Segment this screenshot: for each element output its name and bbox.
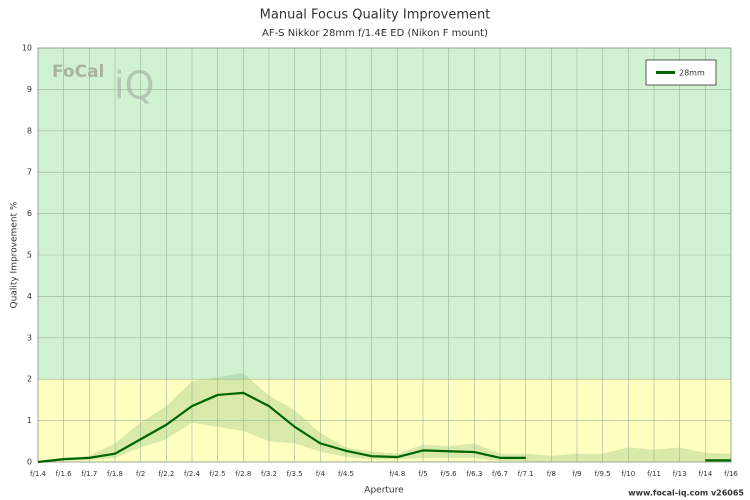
x-tick-label: f/2.5 xyxy=(210,470,226,478)
y-tick-label: 9 xyxy=(27,85,32,94)
x-tick-label: f/4.8 xyxy=(389,470,405,478)
chart-title: Manual Focus Quality Improvement xyxy=(260,8,491,23)
y-tick-label: 7 xyxy=(27,168,32,177)
x-tick-label: f/6.7 xyxy=(492,470,508,478)
y-tick-label: 6 xyxy=(27,209,32,218)
x-tick-label: f/10 xyxy=(621,470,635,478)
x-tick-label: f/5 xyxy=(418,470,427,478)
y-axis-label: Quality Improvement % xyxy=(10,201,20,308)
x-tick-label: f/5.6 xyxy=(441,470,458,478)
x-tick-label: f/3.5 xyxy=(287,470,303,478)
x-tick-label: f/9.5 xyxy=(595,470,611,478)
footer: www.focal-iq.com v26065 xyxy=(628,489,744,498)
y-tick-label: 0 xyxy=(27,458,32,467)
x-tick-label: f/2.8 xyxy=(235,470,251,478)
y-tick-label: 3 xyxy=(27,333,32,342)
x-tick-label: f/1.8 xyxy=(107,470,123,478)
x-tick-label: f/14 xyxy=(698,470,712,478)
y-tick-label: 10 xyxy=(22,44,32,53)
watermark: iQ xyxy=(114,64,154,108)
x-tick-label: f/7.1 xyxy=(518,470,534,478)
x-tick-label: f/1.6 xyxy=(56,470,73,478)
x-tick-label: f/8 xyxy=(547,470,556,478)
y-tick-label: 5 xyxy=(27,251,32,260)
watermark: FoCal xyxy=(52,62,104,82)
x-tick-label: f/4 xyxy=(316,470,326,478)
plot-border xyxy=(37,47,732,463)
confidence-band xyxy=(38,372,731,462)
legend-label: 28mm xyxy=(679,69,705,78)
x-tick-label: f/6.3 xyxy=(466,470,482,478)
x-tick-label: f/2.4 xyxy=(184,470,201,478)
x-tick-label: f/4.5 xyxy=(338,470,354,478)
x-tick-label: f/1.7 xyxy=(81,470,97,478)
x-tick-label: f/2.2 xyxy=(158,470,174,478)
x-axis-label: Aperture xyxy=(364,486,404,496)
chart-subtitle: AF-S Nikkor 28mm f/1.4E ED (Nikon F moun… xyxy=(262,28,488,39)
x-tick-label: f/1.4 xyxy=(30,470,47,478)
x-tick-label: f/3.2 xyxy=(261,470,277,478)
x-tick-label: f/13 xyxy=(673,470,687,478)
x-tick-label: f/16 xyxy=(724,470,738,478)
x-tick-label: f/2 xyxy=(136,470,145,478)
y-tick-label: 1 xyxy=(27,416,32,425)
series-line xyxy=(37,391,731,464)
y-tick-label: 8 xyxy=(27,126,32,135)
y-tick-label: 4 xyxy=(27,292,32,301)
x-tick-label: f/9 xyxy=(572,470,581,478)
x-tick-label: f/11 xyxy=(647,470,661,478)
y-tick-label: 2 xyxy=(27,375,32,384)
